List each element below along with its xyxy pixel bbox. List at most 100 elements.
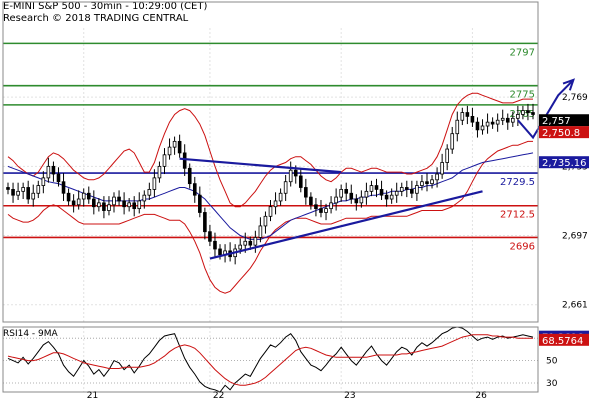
candle-body [460,112,465,121]
candle-body [192,183,197,196]
candle-body [293,169,298,177]
candlesticks [6,103,535,265]
candle-body [475,121,480,131]
candle-body [21,187,25,192]
candle-body [137,200,142,210]
rsi-series-line [7,334,533,386]
trendline [179,157,342,174]
candle-body [11,189,15,196]
rsi-tick-label: 50 [546,357,558,367]
candle-body [531,112,535,115]
price-tag-label: 2,757 [542,116,571,127]
candle-body [349,192,354,200]
candle-body [107,204,111,211]
candle-body [480,125,485,131]
price-tag-label: 2,750.8 [542,128,580,139]
trendline [209,190,483,260]
candle-body [61,181,66,194]
candle-body [86,192,91,200]
bollinger-bands [7,92,534,294]
rsi-lines [7,326,534,393]
candle-body [152,177,157,190]
candle-body [314,204,318,210]
candle-body [253,237,258,246]
candle-body [26,187,30,200]
indicator-line [7,152,534,240]
date-tick-label: 23 [344,391,355,400]
candle-body [258,225,263,238]
price-tick-label: 2,697 [562,232,588,242]
candle-body [420,181,424,186]
candle-body [359,196,364,204]
candle-body [102,202,106,211]
candle-body [283,181,288,194]
price-panel-border [2,1,539,323]
candle-body [516,114,520,119]
candle-body [31,192,36,200]
date-tick-label: 22 [213,391,224,400]
candle-body [526,110,530,113]
level-label: 2696 [510,241,535,252]
rsi-tag-box [539,333,589,346]
indicator-line [7,92,533,208]
candle-body [329,202,333,210]
candle-body [51,165,56,175]
price-tag-box [539,114,589,127]
candle-body [465,112,470,117]
candle-body [521,110,525,115]
candle-body [147,189,152,196]
candle-body [339,189,343,198]
candle-body [268,206,273,217]
candle-body [389,194,394,200]
level-label: 2775 [510,90,535,101]
copyright-notice: Research © 2018 TRADING CENTRAL [3,13,189,24]
candle-body [374,185,379,190]
candle-body [288,169,293,183]
rsi-series-line [7,326,534,393]
rsi-tick-label: 30 [546,379,558,389]
candle-body [76,198,81,206]
level-label: 2797 [510,47,535,58]
candle-body [435,173,439,181]
candle-body [394,190,399,196]
candle-body [41,177,46,186]
candle-body [445,148,449,163]
candle-body [455,119,460,135]
candle-body [369,185,374,192]
candle-body [344,189,349,194]
candle-body [177,140,182,154]
price-tag-box [539,156,589,169]
candle-body [384,194,389,200]
date-tick-label: 21 [87,391,98,400]
candle-body [66,192,71,202]
candle-body [213,240,217,250]
trendlines [179,78,575,260]
candle-body [122,200,126,208]
candle-body [324,208,328,213]
candle-body [425,181,429,185]
candle-body [117,196,121,202]
rsi-panel-border [2,326,539,393]
candle-body [162,154,167,167]
date-tick-label: 26 [475,391,487,400]
candle-body [142,194,147,202]
candle-body [319,208,323,213]
candle-body [309,196,313,206]
rsi-tag-label: 68.5764 [542,336,583,347]
candle-body [485,121,490,127]
candle-body [304,187,308,198]
candle-body [218,248,222,256]
level-label: 2729.5 [500,177,535,188]
candle-body [440,162,444,175]
candle-body [470,115,475,123]
chart-title: E-MINI S&P 500 - 30min - 10:29:00 (CET) [3,1,208,12]
level-label: 2712.5 [500,210,535,221]
candle-body [46,165,51,179]
candle-body [127,202,131,208]
candle-body [495,119,500,125]
candle-body [71,200,76,206]
candle-body [36,185,41,194]
price-gridlines [3,28,538,322]
candle-body [157,165,162,179]
